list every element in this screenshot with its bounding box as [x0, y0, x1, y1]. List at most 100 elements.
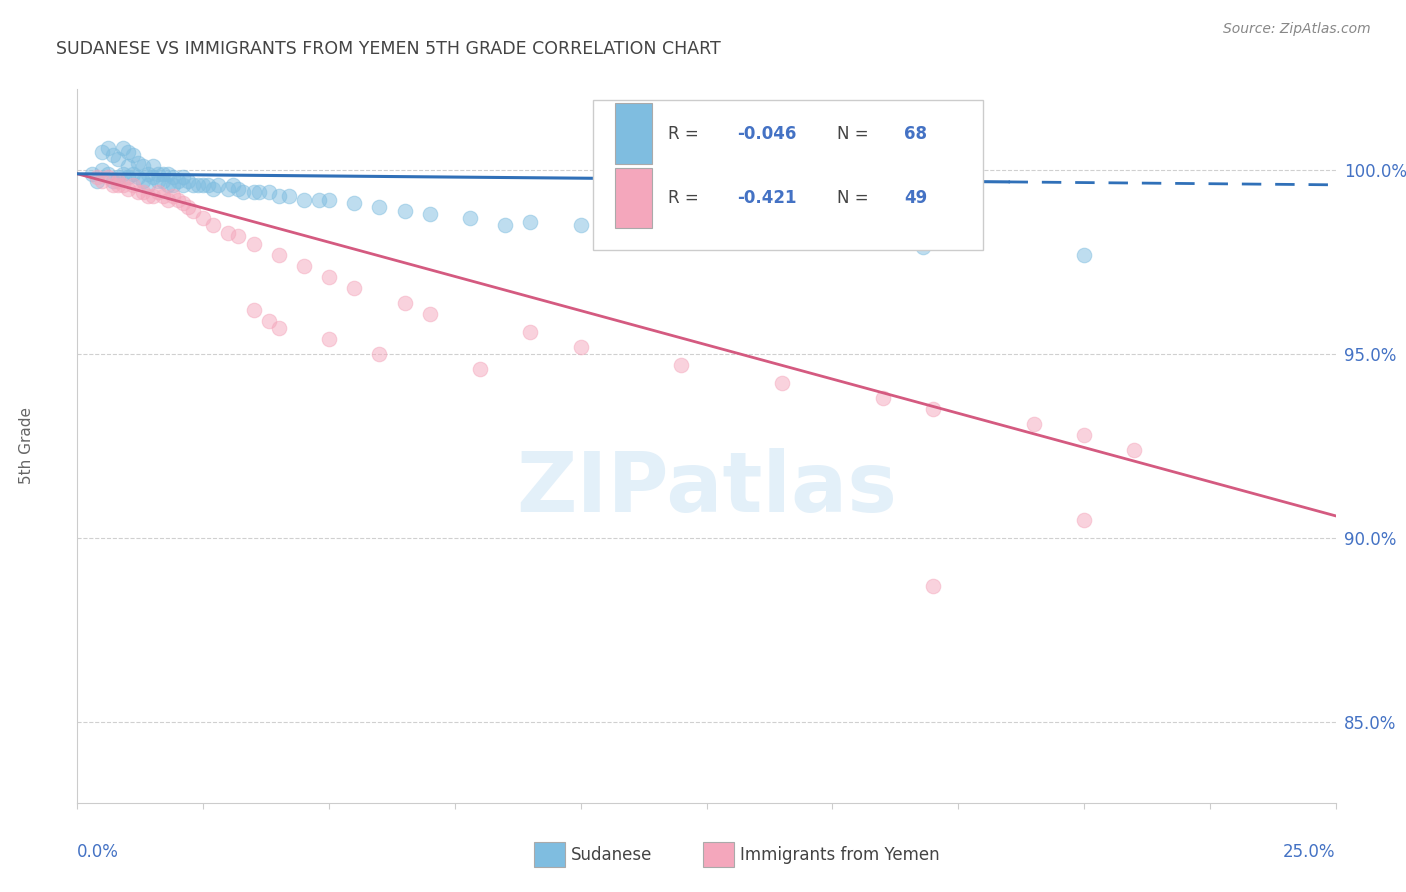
Point	[152, 174, 174, 188]
Point	[111, 178, 134, 192]
Point	[172, 170, 194, 185]
Point	[127, 185, 149, 199]
Point	[671, 226, 693, 240]
Point	[394, 203, 416, 218]
Point	[132, 185, 155, 199]
Point	[162, 170, 184, 185]
Point	[142, 189, 165, 203]
Text: R =: R =	[668, 125, 703, 143]
Text: 68: 68	[904, 125, 927, 143]
Point	[152, 167, 174, 181]
Point	[111, 167, 134, 181]
Point	[136, 178, 159, 192]
Point	[191, 178, 215, 192]
Point	[91, 145, 114, 159]
Point	[419, 307, 441, 321]
Text: Immigrants from Yemen: Immigrants from Yemen	[740, 846, 939, 863]
Point	[318, 193, 340, 207]
Point	[107, 170, 129, 185]
Point	[394, 295, 416, 310]
Point	[770, 233, 793, 247]
Point	[308, 193, 330, 207]
Point	[1073, 248, 1095, 262]
Point	[257, 185, 280, 199]
Point	[177, 174, 200, 188]
Text: 25.0%: 25.0%	[1284, 843, 1336, 861]
Point	[1073, 512, 1095, 526]
Point	[177, 200, 200, 214]
Point	[172, 196, 194, 211]
Point	[127, 155, 149, 169]
Point	[146, 174, 169, 188]
Point	[121, 178, 143, 192]
Point	[318, 269, 340, 284]
Point	[277, 189, 299, 203]
Point	[620, 222, 643, 236]
Text: 0.0%: 0.0%	[77, 843, 120, 861]
Point	[96, 141, 118, 155]
Point	[156, 193, 179, 207]
Point	[86, 174, 108, 188]
Point	[368, 200, 391, 214]
Point	[202, 181, 225, 195]
Point	[162, 189, 184, 203]
Point	[167, 193, 190, 207]
Point	[922, 402, 945, 417]
Point	[419, 207, 441, 221]
Point	[242, 236, 264, 251]
Text: SUDANESE VS IMMIGRANTS FROM YEMEN 5TH GRADE CORRELATION CHART: SUDANESE VS IMMIGRANTS FROM YEMEN 5TH GR…	[56, 40, 721, 58]
Point	[191, 211, 215, 225]
Point	[217, 181, 239, 195]
Point	[242, 302, 264, 317]
Point	[292, 193, 315, 207]
Point	[107, 174, 129, 188]
Point	[257, 314, 280, 328]
Point	[96, 170, 118, 185]
Point	[96, 167, 118, 181]
FancyBboxPatch shape	[614, 168, 652, 228]
Point	[872, 391, 894, 405]
Point	[494, 219, 516, 233]
Point	[207, 178, 229, 192]
Point	[172, 178, 194, 192]
Text: 49: 49	[904, 189, 928, 207]
Point	[1073, 428, 1095, 442]
Point	[132, 160, 155, 174]
Point	[136, 189, 159, 203]
Text: Source: ZipAtlas.com: Source: ZipAtlas.com	[1223, 22, 1371, 37]
Point	[197, 178, 219, 192]
Point	[343, 281, 366, 295]
Point	[101, 148, 124, 162]
Text: 5th Grade: 5th Grade	[20, 408, 35, 484]
Point	[922, 579, 945, 593]
Point	[156, 167, 179, 181]
Point	[671, 358, 693, 372]
Point	[121, 167, 143, 181]
FancyBboxPatch shape	[593, 100, 983, 250]
Point	[142, 160, 165, 174]
Point	[519, 325, 541, 339]
Point	[458, 211, 481, 225]
Point	[1123, 442, 1146, 457]
FancyBboxPatch shape	[614, 103, 652, 164]
Point	[228, 181, 250, 195]
Point	[217, 226, 239, 240]
Text: ZIPatlas: ZIPatlas	[516, 449, 897, 529]
Text: N =: N =	[838, 189, 875, 207]
Point	[117, 181, 139, 195]
Point	[146, 185, 169, 199]
Point	[292, 259, 315, 273]
Point	[117, 170, 139, 185]
Point	[181, 203, 204, 218]
Point	[247, 185, 270, 199]
Point	[1022, 417, 1045, 431]
Point	[242, 185, 264, 199]
Point	[267, 248, 290, 262]
Point	[136, 167, 159, 181]
Point	[82, 167, 104, 181]
Point	[222, 178, 245, 192]
Point	[770, 376, 793, 391]
Point	[167, 174, 190, 188]
Point	[91, 163, 114, 178]
Point	[107, 178, 129, 192]
